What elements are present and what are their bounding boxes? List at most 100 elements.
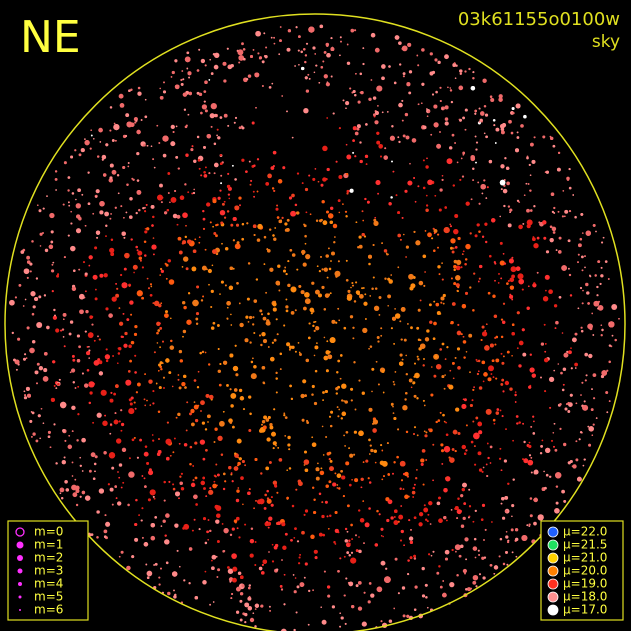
star bbox=[394, 509, 398, 513]
star bbox=[24, 298, 27, 301]
star bbox=[43, 351, 48, 356]
star bbox=[425, 194, 428, 197]
star bbox=[72, 492, 78, 498]
star bbox=[380, 560, 386, 566]
star bbox=[462, 335, 465, 338]
star bbox=[433, 229, 438, 233]
star bbox=[50, 230, 54, 234]
star bbox=[532, 237, 536, 241]
star bbox=[212, 483, 217, 489]
star bbox=[121, 447, 127, 453]
star bbox=[436, 571, 440, 575]
star bbox=[212, 601, 215, 603]
star bbox=[234, 344, 237, 347]
star bbox=[141, 507, 144, 510]
star bbox=[580, 212, 584, 216]
star bbox=[129, 402, 133, 406]
star bbox=[253, 507, 255, 510]
star bbox=[600, 334, 603, 337]
star bbox=[486, 442, 489, 445]
star bbox=[523, 114, 527, 119]
star bbox=[588, 443, 592, 447]
star bbox=[392, 381, 395, 383]
star bbox=[584, 352, 589, 357]
star bbox=[326, 515, 329, 518]
star bbox=[341, 475, 346, 480]
star bbox=[532, 432, 536, 435]
star bbox=[275, 568, 279, 571]
star bbox=[160, 201, 163, 204]
star bbox=[312, 486, 315, 489]
star bbox=[200, 299, 204, 302]
star bbox=[207, 268, 212, 274]
star bbox=[55, 462, 58, 465]
star bbox=[410, 528, 412, 531]
star bbox=[26, 255, 30, 260]
star bbox=[345, 430, 349, 434]
magnitude-symbol bbox=[17, 555, 23, 561]
star bbox=[262, 559, 268, 564]
star bbox=[199, 351, 202, 355]
star bbox=[489, 445, 493, 449]
legends: m=0m=1m=2m=3m=4m=5m=6μ=22.0μ=21.5μ=21.0μ… bbox=[15, 525, 607, 617]
star bbox=[567, 239, 571, 243]
star bbox=[477, 359, 481, 363]
star bbox=[368, 582, 372, 585]
star bbox=[426, 204, 429, 207]
star bbox=[390, 274, 393, 276]
star bbox=[425, 596, 428, 599]
star bbox=[417, 308, 421, 312]
star bbox=[580, 394, 582, 396]
star bbox=[416, 355, 419, 358]
star bbox=[71, 430, 74, 432]
star bbox=[367, 254, 373, 259]
star bbox=[583, 458, 586, 461]
star bbox=[312, 46, 316, 50]
star bbox=[281, 216, 284, 220]
star bbox=[406, 82, 411, 87]
star bbox=[184, 386, 187, 389]
star bbox=[567, 267, 570, 270]
star bbox=[216, 576, 219, 578]
star bbox=[503, 459, 508, 463]
star bbox=[527, 183, 530, 185]
star bbox=[301, 66, 305, 71]
star bbox=[353, 300, 357, 303]
star bbox=[24, 353, 27, 356]
star bbox=[340, 354, 343, 357]
star bbox=[59, 487, 65, 493]
star bbox=[266, 248, 271, 253]
star bbox=[153, 166, 156, 169]
star bbox=[270, 36, 273, 39]
star bbox=[162, 153, 167, 158]
star bbox=[92, 477, 96, 481]
star bbox=[76, 439, 79, 442]
star bbox=[92, 212, 95, 215]
star bbox=[247, 262, 251, 265]
star bbox=[358, 244, 363, 249]
star bbox=[212, 321, 216, 325]
star bbox=[369, 345, 373, 348]
star bbox=[481, 503, 486, 507]
star bbox=[567, 410, 571, 413]
star bbox=[578, 243, 582, 248]
star bbox=[266, 498, 272, 504]
star bbox=[532, 283, 537, 288]
star bbox=[227, 566, 230, 569]
star bbox=[454, 450, 457, 453]
star bbox=[429, 523, 432, 525]
star bbox=[580, 255, 584, 259]
star bbox=[408, 91, 412, 95]
star bbox=[122, 481, 125, 484]
star bbox=[128, 471, 135, 478]
star bbox=[502, 390, 505, 393]
star bbox=[383, 475, 385, 478]
star bbox=[405, 135, 410, 140]
star bbox=[178, 250, 183, 255]
star bbox=[541, 439, 544, 442]
star bbox=[191, 422, 195, 427]
star bbox=[150, 285, 153, 288]
star bbox=[203, 487, 206, 490]
star bbox=[465, 558, 468, 561]
star bbox=[113, 122, 116, 125]
